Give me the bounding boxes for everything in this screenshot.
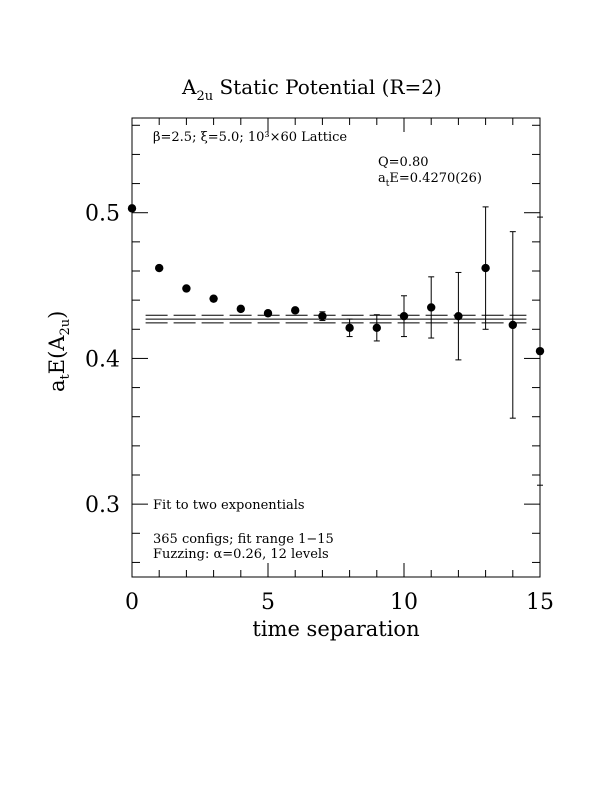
data-point xyxy=(236,304,245,314)
y-tick-label: 0.4 xyxy=(85,347,120,372)
data-point xyxy=(372,323,381,333)
x-tick-label: 0 xyxy=(125,590,139,615)
fit-band xyxy=(145,314,527,324)
data-points xyxy=(127,204,545,486)
y-axis-title-mid: E(A xyxy=(45,335,69,375)
annotation-configs: 365 configs; fit range 1−15 xyxy=(153,532,334,547)
x-tick-label: 15 xyxy=(526,590,554,615)
annotation-energy-rest: E=0.4270(26) xyxy=(389,171,482,186)
x-tick-label: 10 xyxy=(390,590,418,615)
chart-title-main: A xyxy=(181,75,197,99)
annotation-fit-note: Fit to two exponentials xyxy=(153,498,305,513)
data-point xyxy=(508,320,517,330)
data-point xyxy=(427,303,436,312)
data-point xyxy=(318,311,327,321)
y-axis-title-end: ) xyxy=(45,311,69,319)
y-axis-title-sub1: t xyxy=(58,373,73,379)
data-point xyxy=(155,263,164,273)
annotation-fuzzing: Fuzzing: α=0.26, 12 levels xyxy=(153,547,329,562)
annotation-energy: atE=0.4270(26) xyxy=(378,171,482,189)
y-axis-title-main: a xyxy=(45,379,69,392)
y-tick-label: 0.3 xyxy=(85,493,120,518)
x-tick-label: 5 xyxy=(261,590,275,615)
data-point xyxy=(291,306,300,315)
data-point xyxy=(481,263,490,273)
y-tick-label: 0.5 xyxy=(85,202,120,227)
chart-title: A2u Static Potential (R=2) xyxy=(181,75,442,104)
annotation-q: Q=0.80 xyxy=(378,155,429,170)
y-axis-title-sub2: 2u xyxy=(58,319,73,336)
y-axis-title: atE(A2u) xyxy=(45,311,73,392)
chart-title-subscript: 2u xyxy=(196,89,213,104)
axis-tick-labels: 0 5 10 15 0.3 0.4 0.5 xyxy=(85,202,554,615)
data-point xyxy=(399,311,409,321)
data-point xyxy=(209,294,218,303)
data-point xyxy=(454,311,463,321)
annotation-energy-sub: t xyxy=(386,179,390,189)
data-point xyxy=(263,309,273,318)
x-axis-title: time separation xyxy=(252,617,419,641)
data-point xyxy=(127,204,137,213)
chart-title-rest: Static Potential (R=2) xyxy=(213,75,442,99)
data-point xyxy=(535,346,545,356)
data-point xyxy=(345,323,354,333)
axis-ticks xyxy=(131,118,541,577)
annotation-energy-main: a xyxy=(378,171,386,186)
data-point xyxy=(182,284,191,293)
annotation-lattice: β=2.5; ξ=5.0; 10³×60 Lattice xyxy=(153,130,347,145)
